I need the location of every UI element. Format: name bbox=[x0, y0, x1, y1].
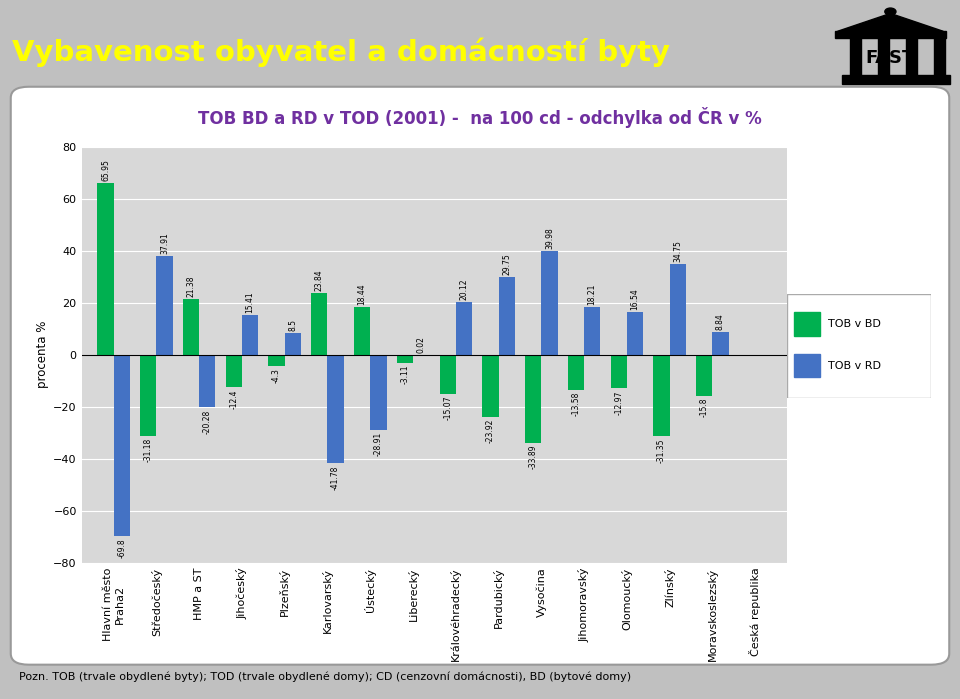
Text: 34.75: 34.75 bbox=[673, 240, 683, 262]
Polygon shape bbox=[834, 31, 947, 38]
Bar bbox=[354, 307, 371, 354]
Text: TOB v RD: TOB v RD bbox=[828, 361, 880, 371]
Text: TOB v BD: TOB v BD bbox=[828, 319, 880, 329]
Bar bbox=[627, 312, 643, 354]
Bar bbox=[712, 332, 729, 354]
Bar bbox=[541, 251, 558, 354]
Text: 8.5: 8.5 bbox=[288, 319, 298, 331]
Text: -12.4: -12.4 bbox=[229, 389, 238, 408]
Text: -15.8: -15.8 bbox=[700, 398, 708, 417]
Text: Vybavenost obyvatel a domácností byty: Vybavenost obyvatel a domácností byty bbox=[12, 37, 670, 66]
Text: 37.91: 37.91 bbox=[160, 232, 169, 254]
Text: -69.8: -69.8 bbox=[117, 538, 127, 558]
Text: -3.11: -3.11 bbox=[400, 365, 409, 384]
Bar bbox=[611, 354, 627, 389]
Bar bbox=[905, 38, 917, 79]
Text: 18.44: 18.44 bbox=[358, 283, 367, 305]
Bar bbox=[226, 354, 242, 387]
Polygon shape bbox=[837, 13, 944, 31]
Text: 8.84: 8.84 bbox=[716, 313, 725, 330]
Text: Pozn. TOB (trvale obydlené byty); TOD (trvale obydlené domy); CD (cenzovní domác: Pozn. TOB (trvale obydlené byty); TOD (t… bbox=[19, 672, 632, 682]
Bar bbox=[242, 315, 258, 354]
Text: FAST: FAST bbox=[866, 49, 915, 67]
Bar bbox=[482, 354, 498, 417]
Bar bbox=[584, 308, 600, 354]
Text: 65.95: 65.95 bbox=[101, 159, 110, 181]
FancyBboxPatch shape bbox=[787, 294, 931, 398]
Text: -41.78: -41.78 bbox=[331, 466, 340, 490]
Bar bbox=[440, 354, 456, 394]
Bar bbox=[850, 38, 861, 79]
Text: 39.98: 39.98 bbox=[545, 227, 554, 249]
Text: -33.89: -33.89 bbox=[529, 445, 538, 470]
Text: 21.38: 21.38 bbox=[186, 275, 196, 297]
Text: -15.07: -15.07 bbox=[444, 396, 452, 421]
Bar bbox=[456, 303, 472, 354]
Text: -13.58: -13.58 bbox=[571, 392, 581, 417]
Y-axis label: procenta %: procenta % bbox=[36, 321, 49, 389]
FancyBboxPatch shape bbox=[11, 87, 949, 665]
Bar bbox=[156, 257, 173, 354]
Bar bbox=[933, 38, 945, 79]
Bar bbox=[97, 183, 113, 354]
Text: -20.28: -20.28 bbox=[203, 410, 212, 434]
Bar bbox=[371, 354, 387, 430]
Bar bbox=[327, 354, 344, 463]
Text: 18.21: 18.21 bbox=[588, 284, 597, 305]
Bar bbox=[140, 354, 156, 435]
Ellipse shape bbox=[885, 8, 896, 15]
Bar bbox=[285, 333, 301, 354]
Bar bbox=[842, 75, 950, 84]
Text: 20.12: 20.12 bbox=[460, 279, 468, 301]
Text: -31.18: -31.18 bbox=[144, 438, 153, 462]
Bar bbox=[498, 278, 515, 354]
Bar bbox=[567, 354, 584, 390]
Bar bbox=[113, 354, 130, 536]
Text: 15.41: 15.41 bbox=[246, 291, 254, 312]
Text: -31.35: -31.35 bbox=[657, 438, 666, 463]
Bar bbox=[669, 264, 685, 354]
Text: 23.84: 23.84 bbox=[315, 269, 324, 291]
Bar bbox=[877, 38, 889, 79]
Bar bbox=[696, 354, 712, 396]
Bar bbox=[795, 312, 820, 336]
Text: 0.02: 0.02 bbox=[417, 336, 425, 352]
Bar bbox=[183, 299, 200, 354]
Bar bbox=[654, 354, 670, 436]
Bar bbox=[200, 354, 215, 408]
Text: 29.75: 29.75 bbox=[502, 254, 511, 275]
Bar bbox=[269, 354, 285, 366]
Bar bbox=[396, 354, 413, 363]
Text: TOB BD a RD v TOD (2001) -  na 100 cd - odchylka od ČR v %: TOB BD a RD v TOD (2001) - na 100 cd - o… bbox=[198, 107, 762, 129]
Text: 16.54: 16.54 bbox=[631, 288, 639, 310]
Bar bbox=[311, 293, 327, 354]
Bar bbox=[795, 354, 820, 377]
Bar bbox=[525, 354, 541, 443]
Text: -4.3: -4.3 bbox=[272, 368, 281, 383]
Text: -12.97: -12.97 bbox=[614, 391, 623, 415]
Text: -28.91: -28.91 bbox=[373, 432, 383, 456]
Text: -23.92: -23.92 bbox=[486, 419, 495, 443]
